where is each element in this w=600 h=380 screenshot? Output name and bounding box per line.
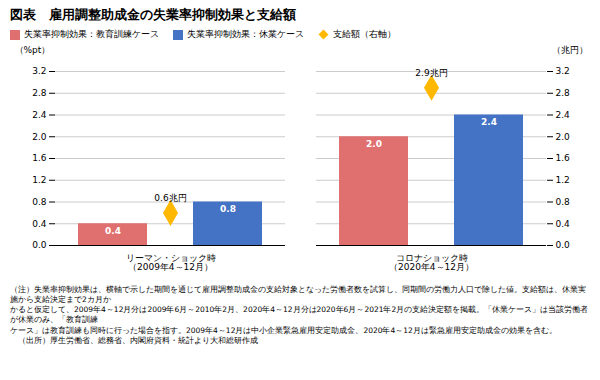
svg-text:0.8: 0.8 <box>32 197 47 207</box>
svg-text:2.4: 2.4 <box>481 117 497 127</box>
svg-text:1.2: 1.2 <box>556 175 570 185</box>
svg-text:0.4: 0.4 <box>556 219 571 229</box>
html-text:失業率抑制効果：休業ケース: 失業率抑制効果：休業ケース <box>187 29 304 39</box>
svg-text:3.2: 3.2 <box>32 66 46 76</box>
svg-text:0.0: 0.0 <box>556 240 571 250</box>
html-text:（出所）厚生労働省、総務省、内閣府資料・統計より大和総研作成: （出所）厚生労働省、総務省、内閣府資料・統計より大和総研作成 <box>10 335 258 345</box>
svg-text:0.8: 0.8 <box>220 204 236 214</box>
html-text:かると仮定して、2009年4～12月分は2009年6月～20: かると仮定して、2009年4～12月分は2009年6月～2010年2月、2020… <box>10 305 589 325</box>
html-text:（注）失業率抑制効果は、横軸で示した期間を通じて雇用調整助成: （注）失業率抑制効果は、横軸で示した期間を通じて雇用調整助成金の支給対象となった… <box>10 285 586 305</box>
html-text:失業率抑制効果：教育訓練ケース: 失業率抑制効果：教育訓練ケース <box>24 29 159 39</box>
svg-text:（%pt）: （%pt） <box>15 45 51 55</box>
svg-text:コロナショック時（2020年4～12月）: コロナショック時（2020年4～12月） <box>389 253 474 272</box>
svg-text:0.4: 0.4 <box>105 226 121 236</box>
svg-text:2.0: 2.0 <box>556 132 571 142</box>
svg-text:0.6兆円: 0.6兆円 <box>154 193 186 203</box>
html-text:支給額（右軸）: 支給額（右軸） <box>333 29 396 39</box>
svg-text:0.0: 0.0 <box>32 240 47 250</box>
html-text:図表 雇用調整助成金の失業率抑制効果と支給額: 図表 雇用調整助成金の失業率抑制効果と支給額 <box>10 7 296 22</box>
svg-text:3.2: 3.2 <box>556 66 570 76</box>
svg-text:0.4: 0.4 <box>32 219 47 229</box>
svg-text:2.9兆円: 2.9兆円 <box>415 68 447 78</box>
svg-text:2.0: 2.0 <box>32 132 47 142</box>
svg-text:2.4: 2.4 <box>556 110 571 120</box>
html-text:ケース」は教育訓練も同時に行った場合を指す。2009年4～1: ケース」は教育訓練も同時に行った場合を指す。2009年4～12月は中小企業緊急雇… <box>10 325 557 335</box>
svg-text:1.2: 1.2 <box>32 175 46 185</box>
svg-text:2.0: 2.0 <box>366 139 382 149</box>
svg-text:（兆円）: （兆円） <box>552 45 588 55</box>
svg-text:0.8: 0.8 <box>556 197 571 207</box>
svg-text:リーマン・ショック時（2009年4～12月）: リーマン・ショック時（2009年4～12月） <box>126 253 216 272</box>
svg-text:2.8: 2.8 <box>556 88 571 98</box>
svg-text:1.6: 1.6 <box>32 153 47 163</box>
svg-text:2.8: 2.8 <box>32 88 47 98</box>
svg-text:1.6: 1.6 <box>556 153 571 163</box>
svg-text:2.4: 2.4 <box>32 110 47 120</box>
